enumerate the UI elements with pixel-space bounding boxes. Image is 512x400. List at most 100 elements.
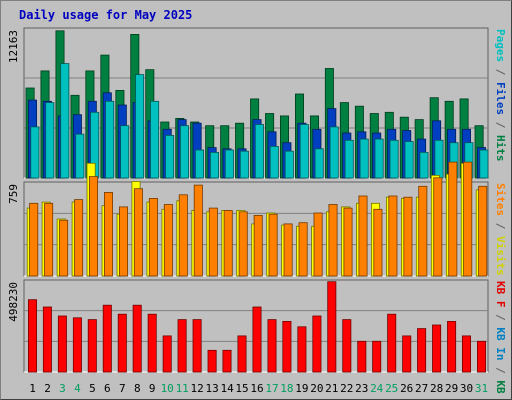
bar-kb-f-day-27 (417, 328, 427, 373)
panel-2-ymax-label: 759 (7, 184, 20, 204)
bar-sites-day-3 (59, 219, 69, 277)
bar-kb-f-day-12 (192, 319, 202, 373)
x-tick-label-day-6: 6 (104, 382, 111, 395)
x-tick-label-day-30: 30 (460, 382, 473, 395)
bar-sites-day-18 (283, 223, 293, 277)
bar-sites-day-15 (238, 211, 248, 277)
x-tick-label-day-2: 2 (44, 382, 51, 395)
bar-kb-f-day-2 (42, 306, 52, 373)
legend-part: / (494, 115, 507, 135)
legend-part: / (494, 361, 507, 381)
legend-part: KB Out (494, 380, 507, 400)
bar-sites-day-29 (448, 161, 458, 277)
bar-sites-day-19 (298, 222, 308, 277)
bar-kb-f-day-6 (102, 304, 112, 373)
bar-pages-day-28 (434, 139, 444, 179)
bar-sites-day-11 (178, 194, 188, 277)
bar-pages-day-31 (479, 149, 489, 179)
x-tick-label-day-21: 21 (325, 382, 338, 395)
bar-pages-day-15 (239, 150, 249, 179)
x-tick-label-day-18: 18 (280, 382, 293, 395)
x-tick-label-day-11: 11 (176, 382, 189, 395)
bar-sites-day-24 (373, 208, 383, 277)
bar-sites-day-26 (403, 196, 413, 277)
bar-kb-f-day-26 (402, 335, 412, 373)
panel-2-legend: Sites / Visits (494, 183, 507, 276)
bar-kb-f-day-16 (252, 306, 262, 373)
bar-kb-f-day-9 (147, 313, 157, 373)
bar-sites-day-25 (388, 195, 398, 277)
bar-pages-day-4 (75, 133, 85, 179)
x-tick-label-day-4: 4 (74, 382, 81, 395)
bar-sites-day-17 (268, 213, 278, 277)
bar-sites-day-9 (148, 197, 158, 277)
bar-kb-f-day-20 (312, 315, 322, 373)
legend-part: Files (494, 82, 507, 115)
x-tick-label-day-26: 26 (400, 382, 413, 395)
x-tick-label-day-27: 27 (415, 382, 428, 395)
bar-sites-day-16 (253, 214, 263, 277)
bar-sites-day-12 (193, 184, 203, 277)
bar-kb-f-day-4 (72, 317, 82, 373)
bar-pages-day-23 (359, 138, 369, 179)
bar-pages-day-27 (419, 151, 429, 179)
legend-part: Sites (494, 183, 507, 216)
bar-pages-day-24 (374, 138, 384, 179)
bar-kb-f-day-25 (387, 313, 397, 373)
bar-pages-day-13 (209, 151, 219, 179)
bar-sites-day-28 (433, 177, 443, 277)
x-tick-label-day-9: 9 (149, 382, 156, 395)
bar-kb-f-day-1 (27, 299, 37, 373)
x-tick-label-day-28: 28 (430, 382, 443, 395)
bar-pages-day-12 (194, 149, 204, 179)
x-tick-label-day-25: 25 (385, 382, 398, 395)
bar-kb-f-day-23 (357, 340, 367, 373)
bar-sites-day-10 (163, 204, 173, 277)
x-tick-label-day-10: 10 (161, 382, 174, 395)
bar-pages-day-21 (329, 126, 339, 179)
bar-pages-day-6 (105, 100, 115, 179)
bar-kb-f-day-30 (461, 335, 471, 373)
x-tick-label-day-12: 12 (190, 382, 203, 395)
x-tick-label-day-16: 16 (250, 382, 263, 395)
bar-kb-f-day-24 (372, 340, 382, 373)
bar-kb-f-day-29 (447, 320, 457, 373)
bar-kb-f-day-13 (207, 349, 217, 373)
bar-pages-day-8 (135, 74, 145, 179)
bar-sites-day-21 (328, 204, 338, 277)
x-tick-label-day-1: 1 (29, 382, 36, 395)
bar-kb-f-day-10 (162, 335, 172, 373)
bar-pages-day-11 (179, 125, 189, 179)
chart-title: Daily usage for May 2025 (19, 8, 193, 22)
x-tick-label-day-14: 14 (220, 382, 234, 395)
bar-kb-f-day-31 (476, 340, 486, 373)
bar-pages-day-22 (344, 139, 354, 179)
legend-part: KB F (494, 281, 507, 308)
x-tick-label-day-13: 13 (205, 382, 218, 395)
bar-sites-day-30 (463, 161, 473, 277)
bar-sites-day-7 (119, 206, 129, 277)
bar-kb-f-day-21 (327, 281, 337, 373)
bar-sites-day-1 (29, 202, 39, 277)
bar-pages-day-18 (284, 150, 294, 179)
bar-pages-day-10 (165, 134, 175, 179)
panel-3-legend: KB F / KB In / KB Out (494, 281, 507, 400)
bar-pages-day-19 (299, 124, 309, 179)
bar-sites-day-23 (358, 195, 368, 277)
bar-sites-day-20 (313, 212, 323, 277)
x-tick-label-day-22: 22 (340, 382, 353, 395)
bar-pages-day-14 (224, 149, 234, 179)
x-tick-label-day-24: 24 (370, 382, 384, 395)
panel-1-ymax-label: 12163 (7, 30, 20, 63)
x-tick-label-day-17: 17 (265, 382, 278, 395)
legend-part: / (494, 62, 507, 82)
bar-kb-f-day-18 (282, 320, 292, 373)
bar-kb-f-day-17 (267, 319, 277, 373)
bar-pages-day-20 (314, 148, 324, 179)
x-tick-label-day-8: 8 (134, 382, 141, 395)
bar-sites-day-4 (74, 199, 84, 277)
bar-kb-f-day-14 (222, 349, 232, 373)
bar-pages-day-16 (254, 124, 264, 179)
bar-sites-day-14 (223, 210, 233, 277)
